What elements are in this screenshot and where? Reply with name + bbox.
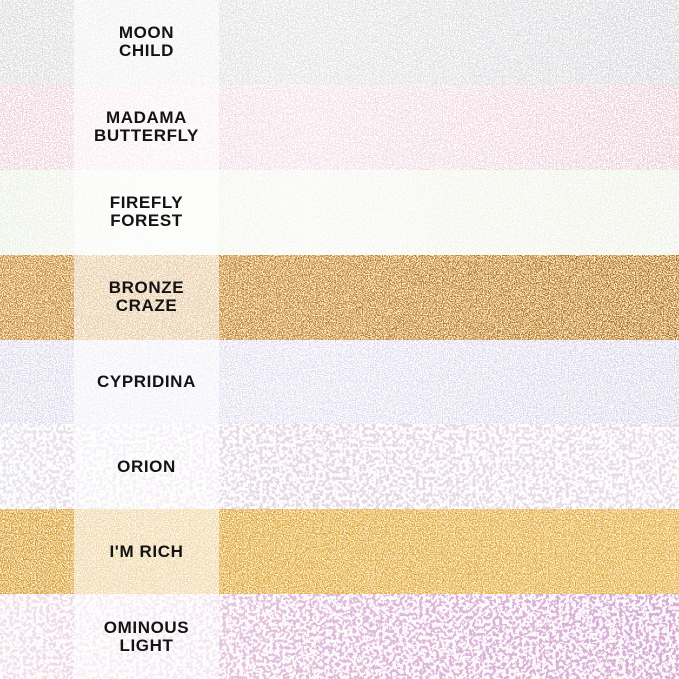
swatch-row-bronze-craze: BRONZE CRAZE: [0, 254, 679, 340]
shade-label-box: BRONZE CRAZE: [74, 254, 219, 340]
shade-label-box: FIREFLY FOREST: [74, 169, 219, 255]
shade-name-line1: FIREFLY: [109, 193, 184, 213]
shade-name-line1: OMINOUS: [103, 617, 190, 637]
shade-name-line1: BRONZE: [108, 278, 185, 298]
swatch-row-moon-child: MOON CHILD: [0, 0, 679, 85]
swatch-row-im-rich: I'M RICH: [0, 509, 679, 595]
swatch-row-orion: ORION: [0, 424, 679, 510]
swatch-row-ominous-light: OMINOUS LIGHT: [0, 594, 679, 679]
shade-name-line1: MADAMA: [105, 108, 187, 128]
shade-name-line1: MOON: [118, 23, 175, 43]
shade-name-line2: FOREST: [110, 211, 183, 231]
shade-name: MADAMA BUTTERFLY: [94, 109, 199, 145]
shade-label-box: OMINOUS LIGHT: [74, 594, 219, 679]
shade-label-box: ORION: [74, 424, 219, 510]
shade-name-line1: CYPRIDINA: [97, 371, 196, 391]
shade-name-line1: I'M RICH: [109, 541, 184, 561]
shade-name-line2: CHILD: [119, 41, 174, 61]
swatch-row-cypridina: CYPRIDINA: [0, 339, 679, 425]
swatch-row-madama-butterfly: MADAMA BUTTERFLY: [0, 84, 679, 170]
shade-label-box: MOON CHILD: [74, 0, 219, 85]
shade-name-line2: CRAZE: [115, 296, 178, 316]
shade-name: MOON CHILD: [119, 24, 174, 60]
shade-name-line1: ORION: [117, 456, 176, 476]
shade-name: CYPRIDINA: [97, 371, 196, 391]
swatch-row-firefly-forest: FIREFLY FOREST: [0, 169, 679, 255]
shade-name: ORION: [117, 456, 176, 476]
shade-name: I'M RICH: [109, 541, 184, 561]
shade-name-line2: BUTTERFLY: [94, 126, 199, 146]
shade-label-box: I'M RICH: [74, 509, 219, 595]
shade-name: OMINOUS LIGHT: [103, 617, 190, 655]
shade-name: BRONZE CRAZE: [109, 279, 184, 315]
shade-name-line2: LIGHT: [119, 635, 174, 655]
shade-name: FIREFLY FOREST: [110, 194, 183, 230]
shade-label-box: MADAMA BUTTERFLY: [74, 84, 219, 170]
shade-label-box: CYPRIDINA: [74, 339, 219, 425]
